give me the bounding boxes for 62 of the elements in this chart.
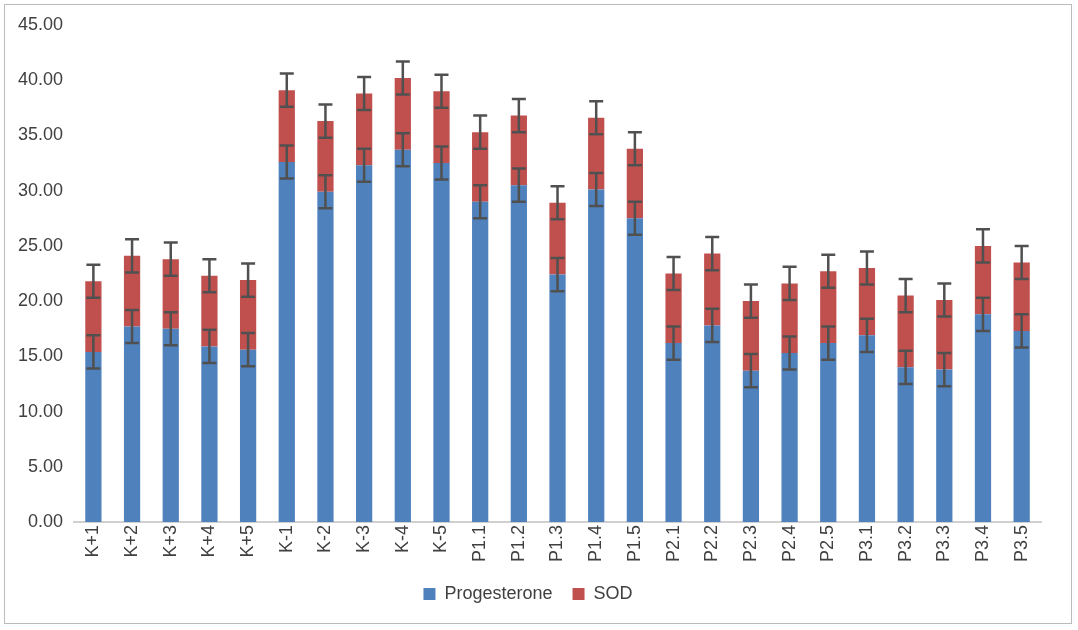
x-tick-label: P2.4	[778, 524, 799, 562]
bar	[356, 165, 373, 522]
x-tick-label: P2.2	[701, 524, 722, 562]
bar	[626, 218, 643, 522]
bar	[742, 370, 760, 522]
bar	[936, 369, 953, 522]
x-tick-label: K+4	[198, 524, 219, 558]
bar	[665, 343, 682, 522]
y-tick-label: 45.00	[18, 13, 64, 34]
x-tick-label: P1.4	[585, 524, 606, 562]
y-tick-label: 20.00	[18, 290, 64, 311]
x-tick-label: K+5	[237, 524, 258, 558]
bar	[1013, 330, 1030, 522]
legend-label: SOD	[593, 582, 633, 603]
y-tick-label: 10.00	[18, 400, 64, 421]
x-tick-label: P2.1	[662, 524, 683, 562]
x-tick-label: P3.5	[1010, 524, 1031, 562]
legend-label: Progesterone	[444, 582, 553, 603]
y-tick-label: 5.00	[28, 455, 64, 476]
bar	[781, 353, 798, 522]
x-tick-label: P3.3	[933, 524, 954, 562]
x-tick-label: K-5	[430, 524, 451, 553]
bar	[201, 346, 218, 522]
x-tick-label: P2.5	[817, 524, 838, 562]
x-tick-label: P3.1	[855, 524, 876, 562]
bar	[85, 351, 102, 522]
bar	[239, 349, 257, 522]
x-tick-label: P1.2	[507, 524, 528, 562]
bar	[858, 335, 876, 522]
bar	[974, 314, 992, 522]
bar	[472, 201, 489, 522]
bar	[394, 149, 411, 522]
bar	[510, 185, 527, 522]
bar	[897, 367, 914, 522]
x-tick-label: K-4	[391, 524, 412, 553]
y-tick-label: 35.00	[18, 124, 64, 145]
x-tick-label: K+2	[121, 524, 142, 558]
bar	[162, 328, 179, 522]
x-tick-label: K+3	[159, 524, 180, 558]
y-tick-label: 0.00	[28, 510, 64, 531]
x-tick-label: P3.2	[894, 524, 915, 562]
y-tick-label: 15.00	[18, 345, 64, 366]
x-tick-label: P1.1	[469, 524, 490, 562]
bar	[317, 191, 334, 522]
bar	[123, 326, 141, 522]
bar	[549, 274, 566, 522]
bar	[820, 343, 837, 522]
y-tick-label: 25.00	[18, 234, 64, 255]
bar	[278, 161, 295, 522]
x-tick-label: K-3	[353, 524, 374, 553]
x-tick-label: P2.3	[739, 524, 760, 562]
x-tick-label: K-1	[275, 524, 296, 553]
x-tick-label: P1.5	[623, 524, 644, 562]
y-tick-label: 30.00	[18, 179, 64, 200]
x-tick-label: P3.4	[971, 524, 992, 562]
bar	[588, 189, 605, 522]
bar	[704, 325, 721, 522]
y-tick-label: 40.00	[18, 69, 64, 90]
x-tick-label: P1.3	[546, 524, 567, 562]
x-tick-label: K+1	[82, 524, 103, 558]
bar	[433, 163, 450, 522]
x-tick-label: K-2	[314, 524, 335, 553]
